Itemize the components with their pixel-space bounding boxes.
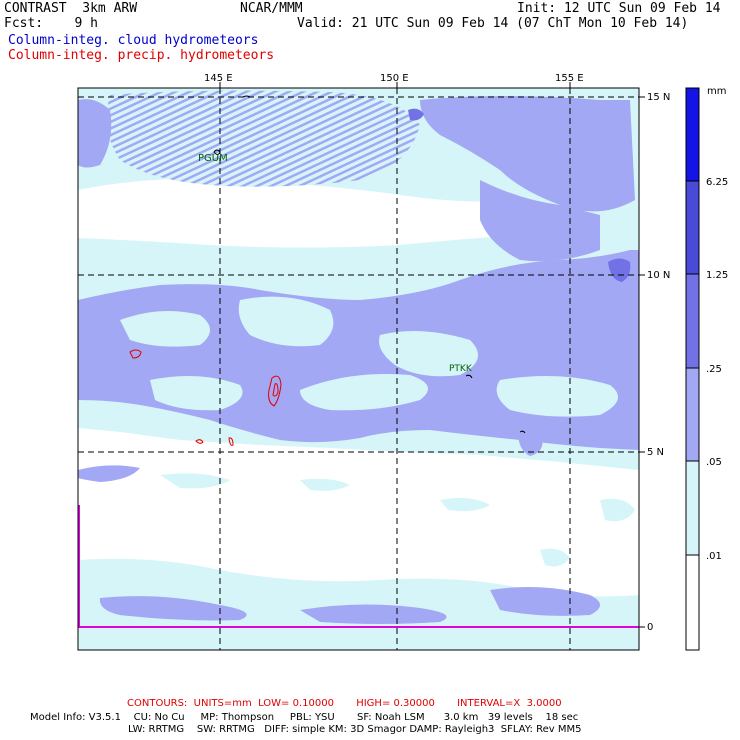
colorbar-label: .05 [706, 457, 722, 468]
colorbar-bin-1.25 [686, 181, 699, 274]
colorbar-bin-0.25 [686, 274, 699, 368]
colorbar-label: .01 [706, 551, 722, 562]
graticule [78, 88, 639, 650]
colorbar-frame [685, 87, 700, 651]
station-label-pgum: PGUM [198, 153, 228, 164]
coastline-island [519, 430, 526, 434]
lat-label-5n: 5 N [647, 447, 665, 458]
lat-label-10n: 10 N [647, 270, 671, 281]
cloud-medium-region [78, 99, 112, 168]
cloud-light-region [440, 497, 490, 512]
legend-precip: Column-integ. precip. hydrometeors [8, 48, 275, 63]
precip-contour [268, 375, 282, 407]
station-label-ptkk: PTKK [449, 364, 473, 374]
cloud-light-region [78, 178, 520, 248]
cloud-light-region [600, 498, 635, 522]
cloud-light-region [300, 374, 428, 411]
cloud-light-region [120, 311, 210, 347]
cloud-striped-region [106, 90, 421, 187]
title-model: CONTRAST 3km ARW [4, 1, 138, 16]
colorbar-label: .25 [706, 364, 722, 375]
cloud-medium-region [300, 604, 447, 624]
lat-label-0: 0 [647, 622, 654, 633]
precip-contours [129, 349, 282, 446]
cloud-dark-region [408, 108, 424, 121]
colorbar-label: 1.25 [706, 270, 728, 281]
forecast-hour: Fcst: 9 h [4, 16, 98, 31]
colorbar-unit: mm [707, 86, 726, 97]
cloud-medium-region [518, 430, 543, 456]
precip-contour [195, 439, 204, 444]
cloud-medium-region [490, 586, 600, 616]
colorbar-label: 6.25 [706, 177, 728, 188]
colorbar-bin-0.05 [686, 368, 699, 461]
contour-info: CONTOURS: UNITS=mm LOW= 0.10000 HIGH= 0.… [127, 698, 562, 709]
lon-label-150: 150 E [380, 73, 409, 84]
cloud-light-region [496, 376, 618, 417]
legend-cloud: Column-integ. cloud hydrometeors [8, 33, 259, 48]
cloud-field [78, 88, 639, 650]
lat-label-15n: 15 N [647, 92, 671, 103]
cloud-medium-region [99, 596, 247, 621]
precip-contour [228, 437, 234, 446]
colorbar: mm 6.25 1.25 .25 .05 .01 [685, 86, 728, 651]
title-org: NCAR/MMM [240, 1, 303, 16]
precip-contour [272, 383, 279, 397]
colorbar-bin-zero [686, 555, 699, 650]
cloud-light-region [379, 331, 478, 377]
model-info-line1: Model Info: V3.5.1 CU: No Cu MP: Thompso… [30, 712, 579, 723]
init-time: Init: 12 UTC Sun 09 Feb 14 [517, 1, 721, 16]
cloud-dark-region [608, 258, 631, 282]
cloud-light-region [540, 548, 570, 567]
cloud-light-region [160, 473, 230, 489]
precip-contour [129, 349, 142, 359]
cloud-light-region [238, 296, 334, 347]
lon-label-155: 155 E [555, 73, 584, 84]
map-frame [77, 87, 640, 651]
colorbar-bin-0.01 [686, 461, 699, 555]
cloud-light-region [300, 478, 350, 491]
tick-marks [219, 82, 645, 628]
valid-time: Valid: 21 UTC Sun 09 Feb 14 (07 ChT Mon … [297, 16, 689, 31]
model-info-line2: LW: RRTMG SW: RRTMG DIFF: simple KM: 3D … [128, 724, 582, 735]
lon-label-145: 145 E [204, 73, 233, 84]
cloud-light-region [150, 376, 243, 411]
colorbar-bin-6.25-plus [686, 88, 699, 181]
cloud-medium-region [420, 96, 635, 212]
cloud-medium-region [78, 465, 140, 482]
coastline-chuuk [465, 374, 473, 379]
